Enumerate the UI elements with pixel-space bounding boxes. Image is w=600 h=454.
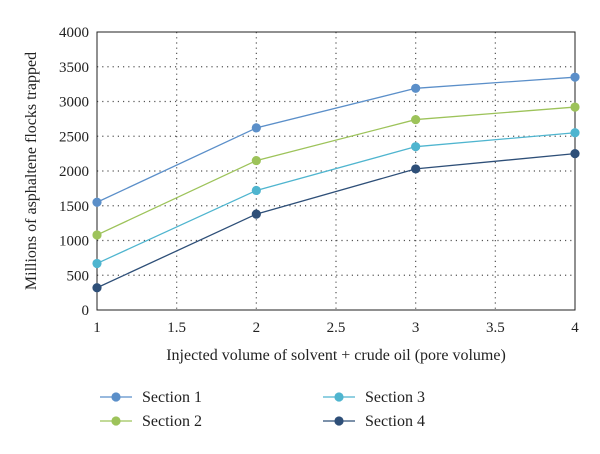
data-point bbox=[570, 72, 580, 82]
x-tick-label: 3 bbox=[412, 320, 420, 336]
legend-label: Section 3 bbox=[365, 389, 425, 406]
data-point bbox=[570, 128, 580, 138]
y-tick-label: 2500 bbox=[59, 129, 89, 145]
data-point bbox=[411, 114, 421, 125]
series-line bbox=[96, 76, 576, 203]
legend-swatch-marker bbox=[111, 392, 121, 402]
data-point bbox=[570, 149, 580, 159]
y-tick-label: 3500 bbox=[59, 60, 89, 76]
x-axis-title: Injected volume of solvent + crude oil (… bbox=[166, 347, 506, 364]
data-point bbox=[251, 123, 261, 133]
y-tick-label: 2000 bbox=[59, 164, 89, 180]
data-point bbox=[411, 164, 421, 174]
legend-label: Section 1 bbox=[142, 389, 202, 406]
x-tick-label: 1.5 bbox=[167, 320, 186, 336]
grid bbox=[97, 32, 575, 310]
data-point bbox=[92, 230, 102, 240]
y-tick-label: 3000 bbox=[59, 95, 89, 111]
plot-area-frame bbox=[96, 31, 576, 311]
y-tick-label: 0 bbox=[82, 303, 90, 319]
data-point bbox=[570, 102, 580, 112]
data-point bbox=[92, 197, 102, 207]
x-tick-label: 2 bbox=[253, 320, 261, 336]
data-point bbox=[411, 142, 421, 152]
legend-label: Section 2 bbox=[142, 413, 202, 430]
legend: Section 1 Section 2 Section 3 Section 4 bbox=[100, 389, 425, 430]
x-tick-label: 2.5 bbox=[327, 320, 346, 336]
data-point bbox=[411, 83, 421, 93]
series-line bbox=[96, 132, 576, 265]
data-point bbox=[92, 258, 102, 269]
y-tick-label: 4000 bbox=[59, 25, 89, 41]
legend-label: Section 4 bbox=[365, 413, 425, 430]
x-tick-label: 1 bbox=[93, 320, 101, 336]
axis-ticks: 0 500 1000 1500 2000 2500 3000 3500 4000 1 1.5 2 2.5… bbox=[59, 25, 579, 336]
data-point bbox=[92, 283, 102, 293]
y-tick-label: 1000 bbox=[59, 234, 89, 250]
legend-swatch-marker bbox=[111, 416, 121, 426]
series-line bbox=[96, 152, 576, 289]
data-point bbox=[251, 185, 261, 196]
y-tick-label: 1500 bbox=[59, 199, 89, 215]
series-group bbox=[92, 72, 580, 293]
series-line bbox=[96, 106, 576, 236]
legend-swatch-marker bbox=[334, 416, 344, 426]
data-point bbox=[251, 155, 261, 166]
y-axis-title: Millions of asphaltene flocks trapped bbox=[23, 52, 40, 290]
data-point bbox=[251, 209, 261, 219]
legend-swatch-marker bbox=[334, 392, 344, 402]
x-tick-label: 4 bbox=[571, 320, 579, 336]
x-tick-label: 3.5 bbox=[486, 320, 505, 336]
y-tick-label: 500 bbox=[67, 268, 90, 284]
